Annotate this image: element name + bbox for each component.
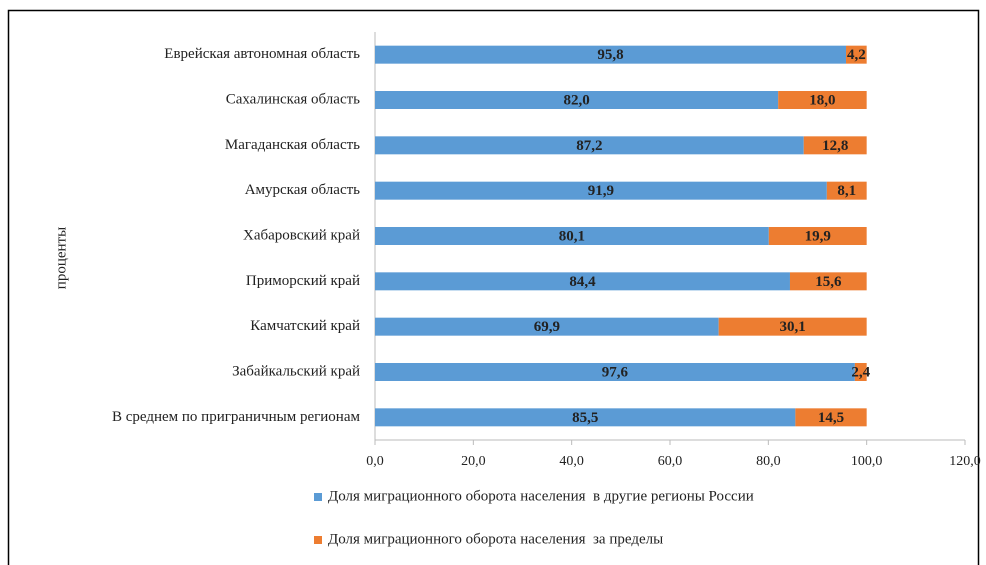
legend-swatch [314, 493, 322, 501]
bar-segment [375, 91, 779, 109]
bar-segment [375, 408, 796, 427]
data-label: 18,0 [809, 92, 835, 108]
bar-segment [718, 317, 867, 336]
data-label: 69,9 [534, 319, 560, 335]
x-tick-label: 100,0 [851, 454, 883, 469]
data-label: 95,8 [597, 47, 623, 63]
bar-segment [846, 45, 867, 64]
data-label: 84,4 [569, 274, 596, 290]
bar-segment [375, 363, 855, 381]
y-tick-label: Амурская область [245, 182, 360, 198]
bar-segment [375, 317, 719, 336]
data-label: 15,6 [815, 274, 842, 290]
x-tick-label: 40,0 [559, 454, 584, 469]
y-axis-label: проценты [53, 227, 69, 289]
data-label: 4,2 [847, 47, 866, 63]
x-tick-label: 120,0 [949, 454, 981, 469]
y-tick-label: Еврейская автономная область [164, 46, 360, 62]
data-label: 85,5 [572, 410, 598, 426]
bar-segment [375, 227, 769, 245]
y-tick-label: Магаданская область [225, 137, 360, 153]
data-label: 8,1 [837, 183, 856, 199]
y-tick-label: Сахалинская область [226, 91, 360, 107]
legend-swatch [314, 536, 322, 544]
bar-segment [375, 181, 827, 200]
x-tick-label: 80,0 [756, 454, 781, 469]
y-tick-label: Камчатский край [250, 318, 360, 334]
y-tick-label: Приморский край [246, 273, 360, 289]
bar-segment [375, 136, 804, 155]
x-tick-label: 0,0 [366, 454, 384, 469]
data-label: 82,0 [563, 92, 589, 108]
data-label: 2,4 [851, 364, 870, 380]
legend-label: Доля миграционного оборота населения за … [328, 531, 663, 547]
data-label: 87,2 [576, 138, 602, 154]
data-label: 30,1 [780, 319, 806, 335]
bar-segment [375, 272, 790, 291]
data-label: 91,9 [588, 183, 614, 199]
legend-label: Доля миграционного оборота населения в д… [328, 488, 754, 504]
y-tick-label: Хабаровский край [243, 227, 360, 243]
data-label: 12,8 [822, 138, 848, 154]
data-label: 80,1 [559, 228, 585, 244]
bar-segment [789, 272, 867, 291]
data-label: 19,9 [805, 228, 831, 244]
bar-segment [854, 363, 867, 381]
data-label: 97,6 [602, 364, 629, 380]
data-label: 14,5 [818, 410, 844, 426]
x-tick-label: 60,0 [658, 454, 683, 469]
bar-segment [826, 181, 867, 200]
bar-segment [795, 408, 867, 427]
x-tick-label: 20,0 [461, 454, 486, 469]
bar-segment [803, 136, 867, 155]
bar-segment [375, 45, 847, 64]
y-tick-label: В среднем по приграничным регионам [112, 409, 361, 425]
y-tick-label: Забайкальский край [232, 363, 360, 379]
bar-segment [768, 227, 867, 245]
bar-segment [778, 91, 867, 109]
